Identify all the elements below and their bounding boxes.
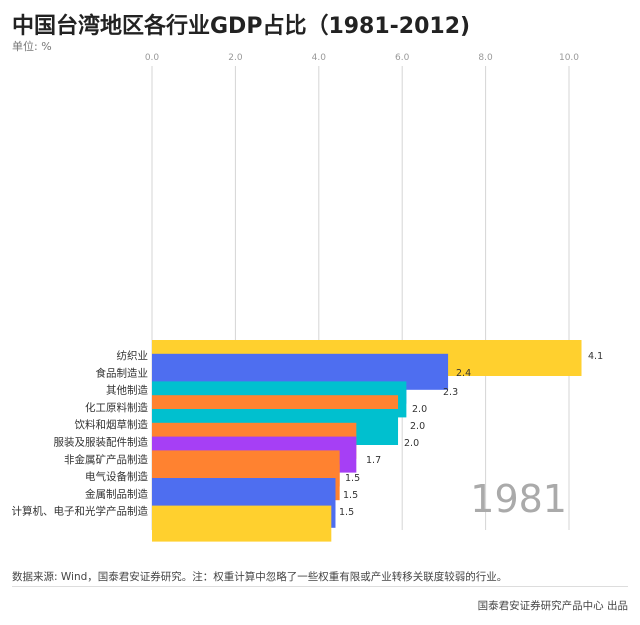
category-label: 金属制品制造 [85, 487, 148, 500]
value-label: 2.0 [412, 404, 427, 415]
value-label: 1.5 [343, 490, 358, 501]
category-label: 服装及服装配件制造 [54, 436, 149, 449]
category-label: 纺织业 [117, 349, 149, 362]
x-tick-label: 2.0 [228, 53, 243, 63]
bar-chart: 0.0 2.0 4.0 6.0 8.0 10.0 1981 纺织业食品制造业其他制造化工原料制… [12, 53, 603, 542]
value-label: 4.1 [588, 351, 603, 362]
x-tick-label: 6.0 [395, 53, 410, 63]
unit-label: 单位: % [12, 40, 52, 53]
category-label: 化工原料制造 [85, 401, 148, 414]
category-label: 非金属矿产品制造 [64, 453, 148, 466]
year-watermark: 1981 [470, 477, 567, 521]
footer-credit: 国泰君安证券研究产品中心 出品 [477, 600, 628, 612]
category-label: 其他制造 [106, 384, 148, 397]
value-label: 1.5 [345, 473, 360, 484]
value-label: 2.0 [410, 421, 425, 432]
value-label: 1.7 [366, 455, 381, 466]
category-label: 饮料和烟草制造 [75, 418, 149, 431]
x-tick-label: 4.0 [312, 53, 327, 63]
bar [152, 505, 332, 542]
category-label: 计算机、电子和光学产品制造 [12, 505, 149, 518]
category-label: 食品制造业 [96, 366, 149, 379]
value-label: 2.0 [404, 438, 419, 449]
x-tick-label: 0.0 [145, 53, 160, 63]
x-tick-label: 10.0 [559, 53, 579, 63]
value-label: 2.4 [456, 368, 471, 379]
footer-divider [12, 586, 628, 587]
x-tick-label: 8.0 [478, 53, 493, 63]
category-label: 电气设备制造 [85, 470, 148, 483]
source-note: 数据来源: Wind，国泰君安证券研究。注：权重计算中忽略了一些权重有限或产业转… [12, 571, 508, 583]
chart-title: 中国台湾地区各行业GDP占比（1981-2012) [12, 14, 471, 39]
value-label: 2.3 [443, 387, 458, 398]
value-label: 1.5 [339, 507, 354, 518]
